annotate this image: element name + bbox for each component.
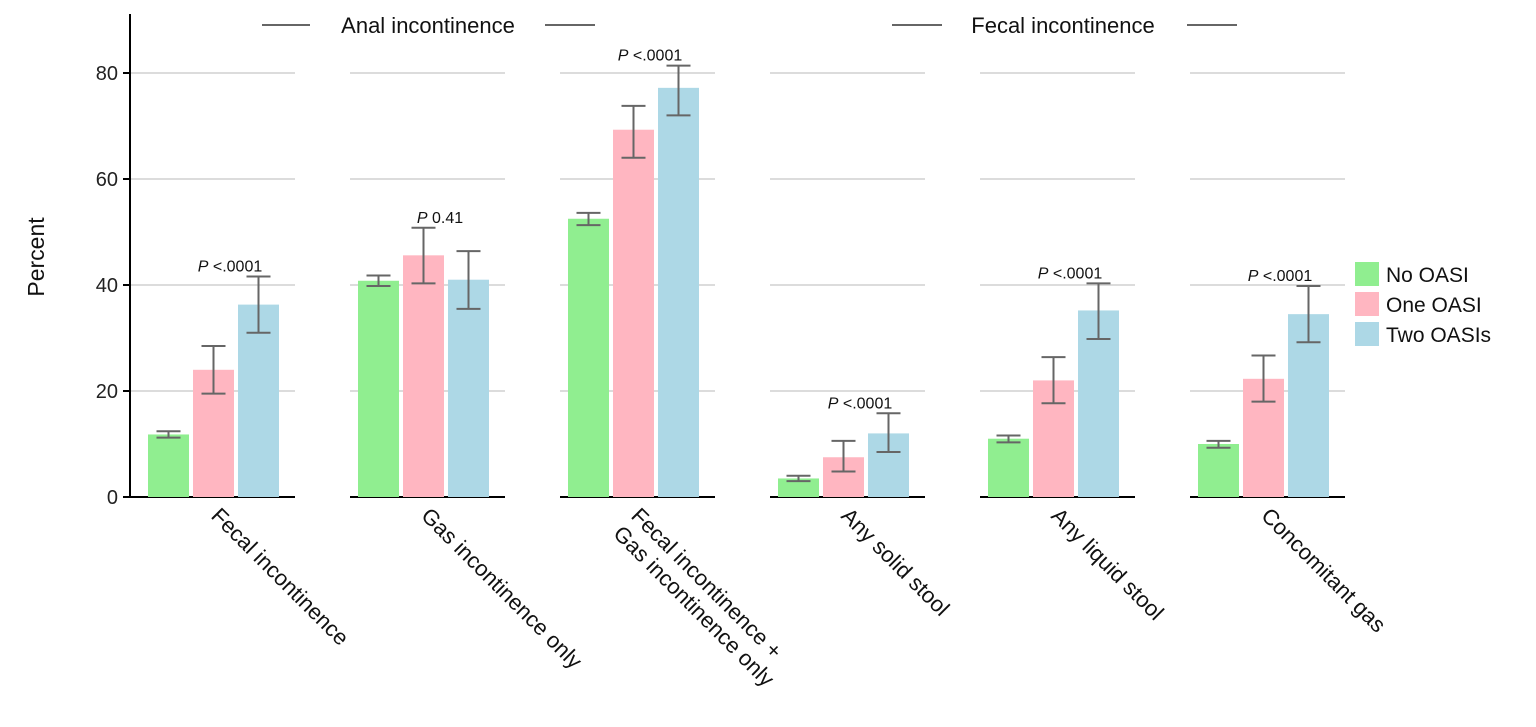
y-tick-label: 80 [96, 63, 118, 85]
y-tick-label: 60 [96, 169, 118, 191]
bar [613, 129, 654, 497]
p-value-label: P <.0001 [1248, 268, 1313, 285]
bar [238, 304, 279, 497]
bar [778, 478, 819, 497]
group-label: Fecal incontinence [971, 13, 1154, 38]
x-category-label: Fecal incontinence +Gas incontinence onl… [609, 503, 798, 692]
legend-label: One OASI [1386, 294, 1482, 317]
x-category-label-line: Fecal incontinence [206, 503, 353, 650]
p-value-text: 0.41 [428, 210, 464, 227]
bar [1288, 314, 1329, 497]
p-value-text: <.0001 [838, 395, 892, 412]
p-value-italic: P [417, 210, 428, 227]
p-value-label: P <.0001 [1038, 265, 1103, 282]
p-value-label: P <.0001 [828, 395, 893, 412]
bar [568, 218, 609, 497]
group-label: Anal incontinence [341, 13, 515, 38]
bar [988, 438, 1029, 497]
bar [1078, 310, 1119, 497]
bar [448, 279, 489, 497]
x-category-label-line: Any solid stool [836, 503, 954, 621]
bar [148, 434, 189, 497]
p-value-text: <.0001 [208, 259, 262, 276]
x-category-label: Any liquid stool [1046, 503, 1168, 625]
p-value-text: <.0001 [1048, 265, 1102, 282]
p-value-label: P 0.41 [417, 210, 463, 227]
bar [658, 87, 699, 497]
bar [403, 255, 444, 497]
x-category-label-line: Fecal incontinence + [626, 503, 787, 664]
legend-swatch [1355, 322, 1379, 346]
legend-label: No OASI [1386, 264, 1469, 287]
x-category-label: Fecal incontinence [206, 503, 353, 650]
p-value-italic: P [618, 48, 629, 65]
x-category-label: Any solid stool [836, 503, 954, 621]
bar [1198, 444, 1239, 497]
p-value-text: <.0001 [1258, 268, 1312, 285]
x-category-label-line: Concomitant gas [1256, 503, 1390, 637]
p-value-italic: P [198, 259, 209, 276]
p-value-italic: P [1248, 268, 1259, 285]
bar [358, 280, 399, 497]
legend-label: Two OASIs [1386, 324, 1491, 347]
p-value-italic: P [1038, 265, 1049, 282]
x-category-label: Gas incontinence only [416, 503, 587, 674]
x-category-label: Concomitant gas [1256, 503, 1390, 637]
y-axis-label: Percent [23, 217, 49, 297]
x-category-label-line: Any liquid stool [1046, 503, 1168, 625]
y-tick-label: 40 [96, 275, 118, 297]
y-tick-label: 0 [107, 487, 118, 509]
legend-swatch [1355, 262, 1379, 286]
legend-swatch [1355, 292, 1379, 316]
x-category-label-line: Gas incontinence only [416, 503, 587, 674]
p-value-label: P <.0001 [198, 259, 263, 276]
p-value-label: P <.0001 [618, 48, 683, 65]
p-value-text: <.0001 [628, 48, 682, 65]
p-value-italic: P [828, 395, 839, 412]
y-tick-label: 20 [96, 381, 118, 403]
x-category-label-line: Gas incontinence only [609, 521, 780, 692]
